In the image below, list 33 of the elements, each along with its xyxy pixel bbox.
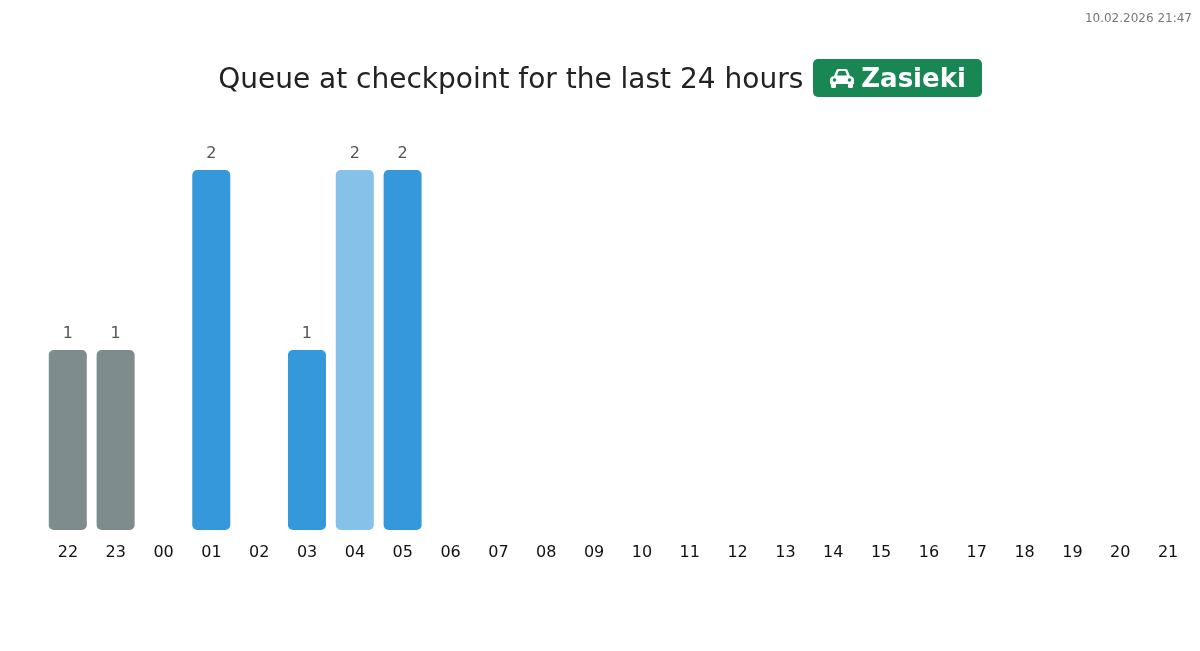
x-tick-label: 14: [823, 542, 844, 562]
x-tick-label: 05: [392, 542, 413, 562]
x-tick-label: 13: [775, 542, 796, 562]
x-tick-label: 23: [105, 542, 126, 562]
x-tick-label: 18: [1014, 542, 1035, 562]
x-tick-label: 00: [153, 542, 174, 562]
data-label: 2: [349, 143, 360, 162]
x-tick-label: 12: [727, 542, 748, 562]
x-tick-label: 22: [57, 542, 79, 562]
data-label: 2: [206, 143, 217, 162]
data-label: 1: [110, 323, 121, 342]
x-tick-label: 01: [201, 542, 222, 562]
x-tick-label: 06: [440, 542, 461, 562]
x-tick-label: 02: [249, 542, 270, 562]
data-label: 1: [301, 323, 313, 342]
chart-subtitle: Zasieki: [813, 59, 982, 97]
x-tick-label: 08: [536, 542, 557, 562]
data-label: 2: [397, 143, 408, 162]
x-tick-label: 10: [631, 542, 653, 562]
x-tick-label: 19: [1062, 542, 1083, 562]
chart-title: Queue at checkpoint for the last 24 hours: [218, 61, 804, 95]
x-tick-label: 11: [679, 542, 700, 562]
data-label: 1: [62, 323, 73, 342]
x-tick-label: 20: [1110, 542, 1131, 562]
x-tick-label: 03: [296, 542, 318, 562]
x-tick-label: 07: [488, 542, 509, 562]
x-tick-label: 17: [966, 542, 987, 562]
text: 10.02.2026 21:47: [1084, 10, 1192, 26]
x-tick-label: 16: [918, 542, 940, 562]
x-tick-label: 09: [583, 542, 605, 562]
x-tick-label: 15: [870, 542, 892, 562]
x-tick-label: 21: [1157, 542, 1179, 562]
x-tick-label: 04: [344, 542, 366, 562]
